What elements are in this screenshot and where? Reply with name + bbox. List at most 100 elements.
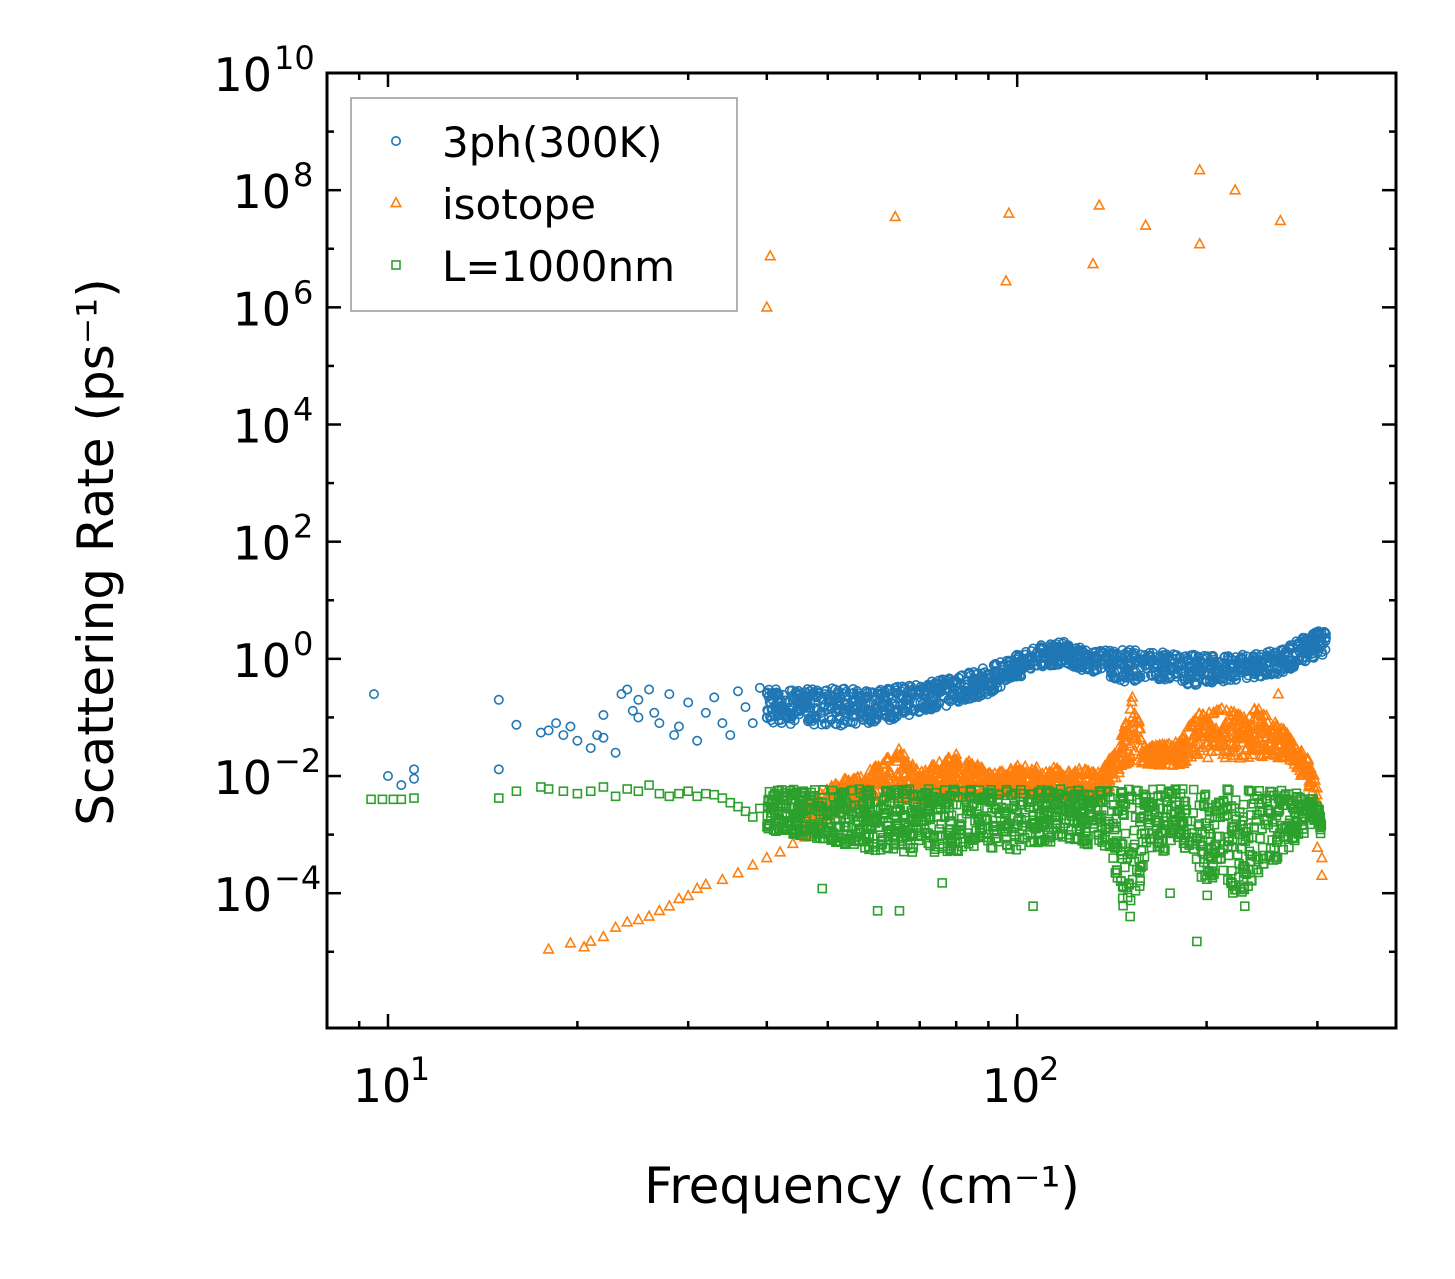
data-point bbox=[1248, 663, 1259, 674]
data-point bbox=[609, 920, 622, 932]
data-point bbox=[1227, 713, 1240, 726]
data-point bbox=[1208, 658, 1219, 669]
data-point bbox=[653, 903, 666, 916]
data-point bbox=[1021, 659, 1032, 670]
data-point bbox=[1129, 839, 1140, 850]
data-point bbox=[1209, 841, 1220, 852]
data-point bbox=[1204, 806, 1215, 817]
data-point bbox=[907, 791, 918, 801]
data-point bbox=[1257, 719, 1271, 731]
y-axis-label: Scattering Rate (ps⁻¹) bbox=[67, 278, 125, 825]
data-point bbox=[1279, 832, 1290, 842]
data-point bbox=[1159, 662, 1170, 673]
data-point bbox=[793, 813, 803, 823]
data-point bbox=[1117, 787, 1128, 797]
data-point bbox=[1220, 669, 1231, 680]
data-point bbox=[1120, 757, 1133, 769]
data-point bbox=[1278, 844, 1288, 855]
data-point bbox=[1018, 654, 1029, 665]
y-tick-label: 10 bbox=[213, 751, 272, 805]
data-point bbox=[1035, 836, 1046, 846]
data-point bbox=[1272, 837, 1282, 847]
data-point bbox=[981, 832, 992, 843]
data-point bbox=[1289, 833, 1300, 844]
data-point bbox=[1086, 257, 1100, 269]
data-point bbox=[377, 794, 388, 805]
data-point bbox=[760, 300, 773, 312]
data-point bbox=[598, 710, 609, 721]
data-point bbox=[1224, 660, 1235, 671]
data-point bbox=[862, 811, 872, 822]
data-point bbox=[1110, 843, 1120, 853]
data-point bbox=[1078, 812, 1088, 822]
data-point bbox=[776, 705, 787, 716]
data-point bbox=[1227, 740, 1240, 753]
data-point bbox=[862, 692, 873, 703]
data-point bbox=[1002, 786, 1013, 797]
data-point bbox=[1145, 802, 1156, 812]
data-point bbox=[1311, 840, 1324, 853]
data-point bbox=[988, 660, 999, 671]
data-point bbox=[1206, 852, 1216, 863]
data-point bbox=[931, 683, 942, 694]
y-tick-label: 10 bbox=[232, 634, 291, 688]
data-point bbox=[585, 786, 596, 797]
data-point bbox=[1106, 767, 1119, 779]
data-point bbox=[884, 826, 895, 837]
data-point bbox=[683, 786, 693, 797]
legend-label: isotope bbox=[442, 180, 596, 229]
data-point bbox=[396, 794, 407, 805]
data-point bbox=[1143, 814, 1153, 825]
data-point bbox=[1223, 651, 1234, 662]
data-point bbox=[1055, 657, 1066, 668]
data-point bbox=[1187, 650, 1198, 661]
data-point bbox=[493, 694, 504, 705]
data-point bbox=[1139, 218, 1152, 230]
data-point bbox=[543, 725, 554, 736]
data-point bbox=[970, 770, 983, 783]
data-point bbox=[1141, 745, 1155, 758]
data-point bbox=[763, 684, 774, 695]
data-point bbox=[1265, 669, 1276, 680]
data-point bbox=[1245, 810, 1256, 820]
data-point bbox=[1137, 755, 1150, 767]
data-point bbox=[1001, 821, 1011, 831]
data-point bbox=[1169, 740, 1183, 752]
data-point bbox=[934, 824, 944, 834]
data-point bbox=[1080, 763, 1093, 776]
data-point bbox=[1276, 726, 1290, 738]
data-point bbox=[921, 772, 934, 784]
x-tick-label: 10 bbox=[353, 1059, 412, 1113]
data-point bbox=[642, 909, 656, 921]
data-point bbox=[1167, 741, 1181, 753]
data-point bbox=[1290, 760, 1303, 772]
data-point bbox=[1315, 868, 1329, 880]
data-point bbox=[871, 815, 882, 825]
data-point bbox=[851, 710, 862, 721]
data-point bbox=[1239, 743, 1252, 755]
data-point bbox=[1284, 662, 1295, 673]
y-tick-label: 10 bbox=[232, 165, 291, 219]
data-point bbox=[1181, 749, 1194, 761]
data-point bbox=[669, 730, 680, 741]
data-point bbox=[1174, 811, 1185, 821]
data-point bbox=[981, 767, 994, 780]
y-tick-exponent: −2 bbox=[274, 742, 321, 780]
data-point bbox=[826, 835, 837, 845]
data-point bbox=[964, 833, 974, 843]
data-point bbox=[846, 831, 857, 841]
data-point bbox=[1200, 714, 1213, 727]
data-point bbox=[1237, 843, 1247, 854]
data-point bbox=[1200, 818, 1211, 828]
data-point bbox=[805, 713, 816, 724]
data-point bbox=[1160, 813, 1171, 823]
data-point bbox=[1000, 675, 1011, 686]
data-point bbox=[1016, 788, 1027, 799]
data-point bbox=[1184, 668, 1195, 679]
data-point bbox=[1048, 648, 1059, 659]
data-point bbox=[543, 784, 554, 794]
data-point bbox=[786, 836, 799, 849]
data-point bbox=[905, 843, 916, 854]
data-point bbox=[838, 772, 852, 784]
